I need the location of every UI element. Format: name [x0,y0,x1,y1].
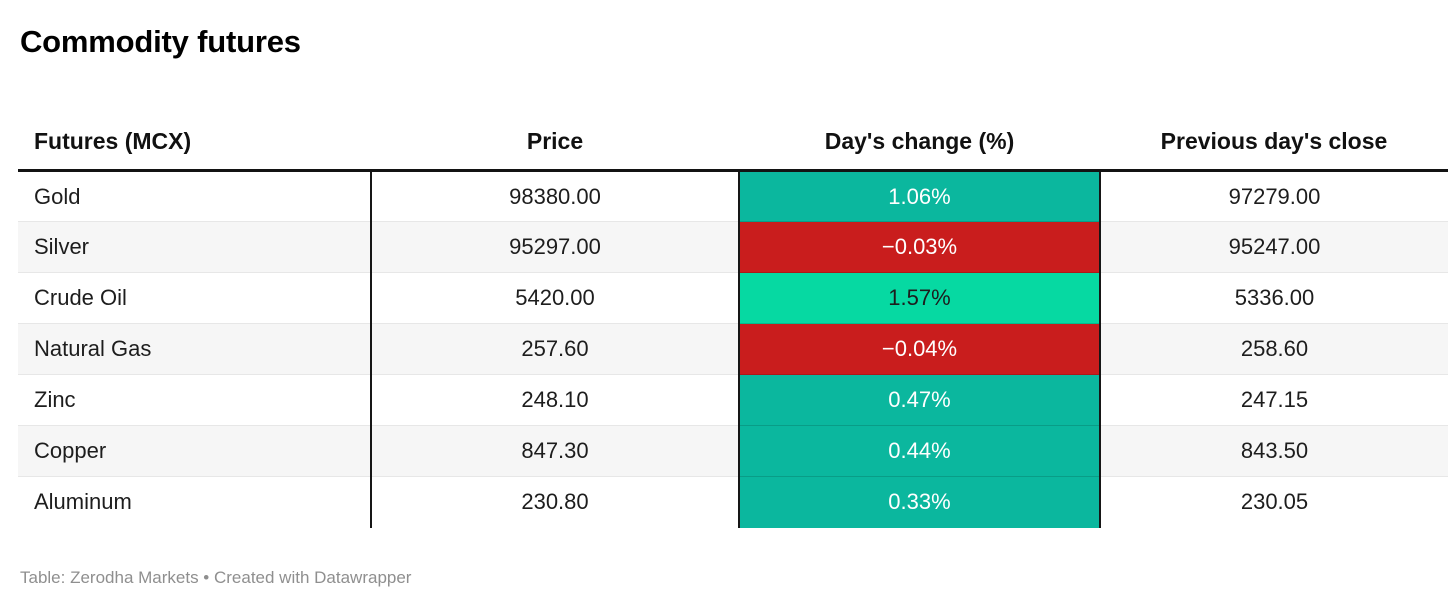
prev-close-value: 97279.00 [1100,170,1448,222]
price-value: 95297.00 [371,221,739,273]
futures-name: Copper [18,425,372,477]
days-change-value: −0.04% [738,323,1101,375]
table-row-silver: Silver 95297.00 −0.03% 95247.00 [18,221,1448,273]
commodity-futures-table: Futures (MCX) Price Day's change (%) Pre… [18,98,1448,528]
days-change-value: 1.06% [738,170,1101,222]
prev-close-value: 258.60 [1100,323,1448,375]
days-change-value: −0.03% [738,221,1101,273]
futures-name: Natural Gas [18,323,372,375]
price-value: 257.60 [371,323,739,375]
table-row-gold: Gold 98380.00 1.06% 97279.00 [18,170,1448,222]
prev-close-value: 230.05 [1100,476,1448,528]
table-row-zinc: Zinc 248.10 0.47% 247.15 [18,374,1448,426]
prev-close-value: 843.50 [1100,425,1448,477]
futures-name: Zinc [18,374,372,426]
table-row-crude-oil: Crude Oil 5420.00 1.57% 5336.00 [18,272,1448,324]
prev-close-value: 5336.00 [1100,272,1448,324]
col-header-price: Price [371,98,739,172]
prev-close-value: 95247.00 [1100,221,1448,273]
table-row-copper: Copper 847.30 0.44% 843.50 [18,425,1448,477]
col-header-futures: Futures (MCX) [18,98,371,172]
prev-close-value: 247.15 [1100,374,1448,426]
page-title: Commodity futures [20,24,301,59]
price-value: 98380.00 [371,170,739,222]
col-header-prev-close: Previous day's close [1100,98,1448,172]
futures-name: Aluminum [18,476,372,528]
price-value: 230.80 [371,476,739,528]
table-row-aluminum: Aluminum 230.80 0.33% 230.05 [18,476,1448,528]
table-attribution: Table: Zerodha Markets • Created with Da… [20,567,412,587]
price-value: 5420.00 [371,272,739,324]
days-change-value: 0.47% [738,374,1101,426]
col-header-days-change: Day's change (%) [739,98,1100,172]
days-change-value: 1.57% [738,272,1101,324]
futures-name: Silver [18,221,372,273]
futures-name: Crude Oil [18,272,372,324]
days-change-value: 0.33% [738,476,1101,528]
table-row-natural-gas: Natural Gas 257.60 −0.04% 258.60 [18,323,1448,375]
price-value: 248.10 [371,374,739,426]
days-change-value: 0.44% [738,425,1101,477]
futures-name: Gold [18,170,372,222]
header-row: Futures (MCX) Price Day's change (%) Pre… [18,98,1448,172]
price-value: 847.30 [371,425,739,477]
